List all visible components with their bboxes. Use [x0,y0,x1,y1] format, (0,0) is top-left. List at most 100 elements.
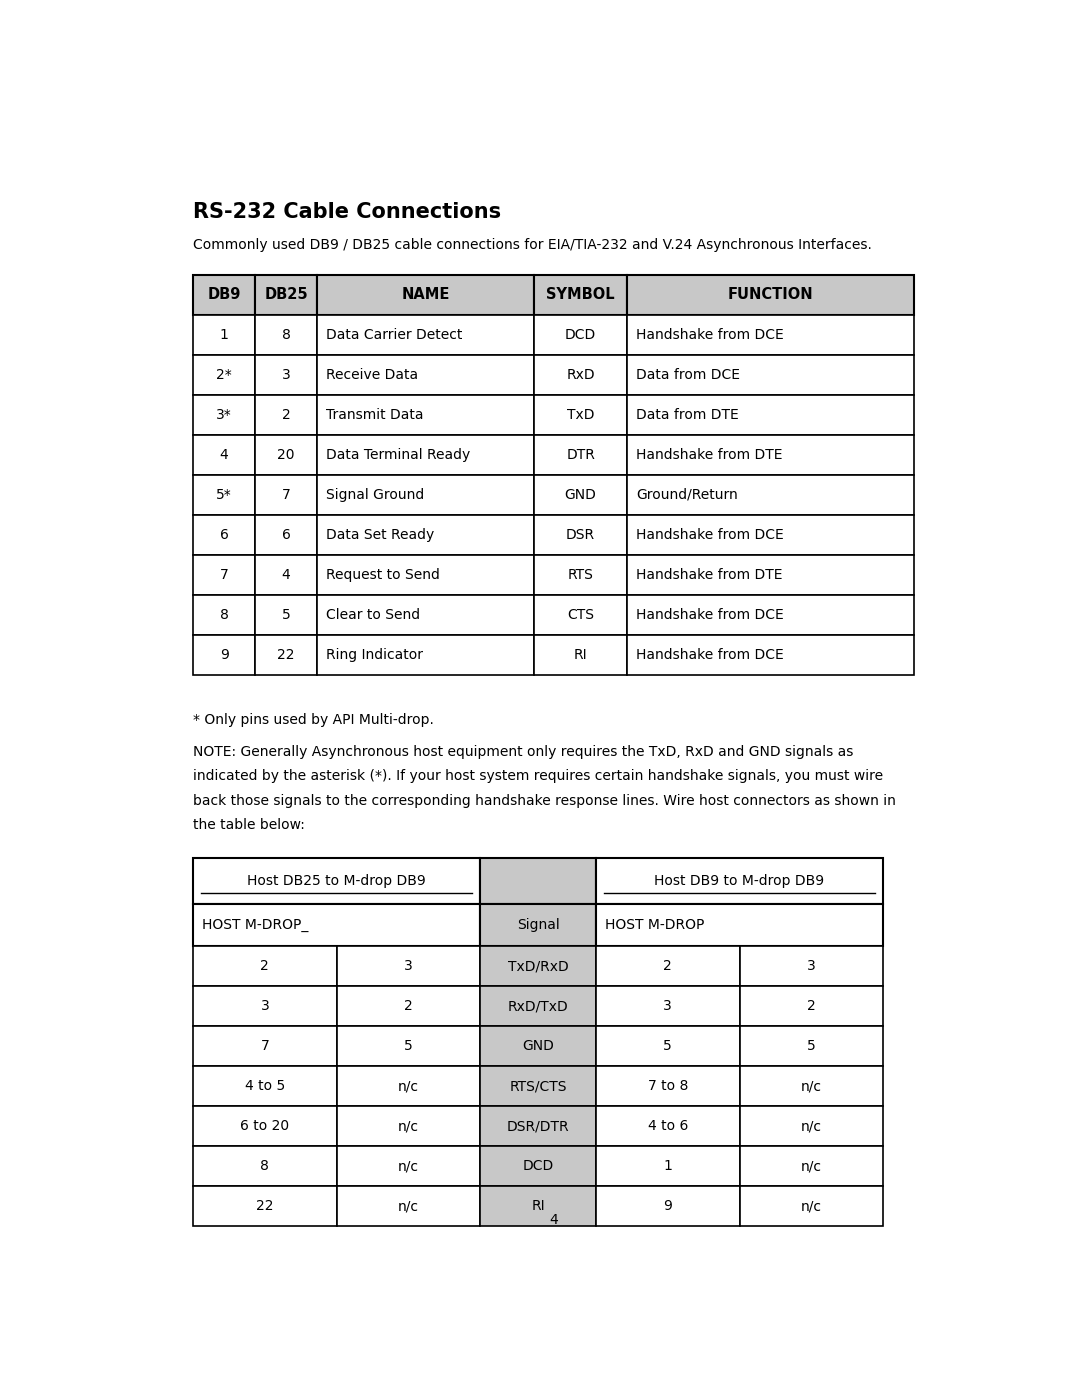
Bar [627,595,914,636]
Bar [596,1066,740,1106]
Bar [596,1106,740,1147]
Text: n/c: n/c [397,1080,419,1094]
Text: 7: 7 [260,1039,269,1053]
Bar [193,986,337,1027]
Bar [535,595,627,636]
Bar [255,475,318,515]
Text: 5*: 5* [216,488,232,502]
Bar [535,515,627,555]
Bar [535,355,627,395]
Text: back those signals to the corresponding handshake response lines. Wire host conn: back those signals to the corresponding … [193,793,896,807]
Text: Data Terminal Ready: Data Terminal Ready [326,448,471,462]
Bar [193,595,255,636]
Text: 22: 22 [256,1200,273,1214]
Text: RTS/CTS: RTS/CTS [510,1080,567,1094]
Text: CTS: CTS [567,608,594,622]
Bar [255,636,318,675]
Text: n/c: n/c [800,1200,822,1214]
Bar [318,475,535,515]
Bar [193,395,255,434]
Text: Signal: Signal [516,918,559,932]
Bar [318,555,535,595]
Bar [337,1066,480,1106]
Bar [480,1027,596,1066]
Bar [255,275,318,314]
Bar [255,515,318,555]
Text: Transmit Data: Transmit Data [326,408,424,422]
Text: 7 to 8: 7 to 8 [648,1080,688,1094]
Text: Data Set Ready: Data Set Ready [326,528,434,542]
Text: 8: 8 [260,1160,269,1173]
Text: 4 to 5: 4 to 5 [245,1080,285,1094]
Bar [193,858,480,904]
Bar [480,858,596,904]
Bar [535,314,627,355]
Bar [740,946,882,986]
Text: * Only pins used by API Multi-drop.: * Only pins used by API Multi-drop. [193,712,434,726]
Bar [627,275,914,314]
Text: Receive Data: Receive Data [326,367,419,381]
Bar [480,904,596,946]
Text: 1: 1 [663,1160,672,1173]
Text: Data from DTE: Data from DTE [636,408,739,422]
Text: RI: RI [531,1200,544,1214]
Bar [193,314,255,355]
Text: 2*: 2* [216,367,232,381]
Text: n/c: n/c [397,1200,419,1214]
Bar [318,314,535,355]
Bar [596,986,740,1027]
Text: 2: 2 [404,999,413,1013]
Text: 1: 1 [219,328,229,342]
Bar [627,355,914,395]
Text: n/c: n/c [800,1119,822,1133]
Bar [255,595,318,636]
Text: n/c: n/c [800,1080,822,1094]
Text: Signal Ground: Signal Ground [326,488,424,502]
Bar [255,434,318,475]
Text: 20: 20 [278,448,295,462]
Text: Handshake from DCE: Handshake from DCE [636,648,784,662]
Text: n/c: n/c [397,1160,419,1173]
Text: DSR: DSR [566,528,595,542]
Text: SYMBOL: SYMBOL [546,288,615,302]
Bar [318,355,535,395]
Text: 8: 8 [219,608,229,622]
Bar [193,1147,337,1186]
Bar [255,355,318,395]
Bar [193,1066,337,1106]
Text: 5: 5 [404,1039,413,1053]
Text: Handshake from DCE: Handshake from DCE [636,528,784,542]
Text: Handshake from DCE: Handshake from DCE [636,328,784,342]
Text: 4 to 6: 4 to 6 [648,1119,688,1133]
Text: DB25: DB25 [265,288,308,302]
Bar [337,1106,480,1147]
Text: 2: 2 [282,408,291,422]
Text: RxD/TxD: RxD/TxD [508,999,568,1013]
Bar [480,986,596,1027]
Text: 3: 3 [404,960,413,974]
Bar [596,1147,740,1186]
Bar [740,1027,882,1066]
Bar [535,636,627,675]
Text: Clear to Send: Clear to Send [326,608,420,622]
Bar [535,434,627,475]
Bar [193,515,255,555]
Bar [480,1186,596,1227]
Bar [255,314,318,355]
Text: Handshake from DCE: Handshake from DCE [636,608,784,622]
Bar [480,1066,596,1106]
Text: 4: 4 [549,1213,558,1227]
Text: n/c: n/c [397,1119,419,1133]
Bar [480,1106,596,1147]
Bar [193,904,480,946]
Text: TxD: TxD [567,408,594,422]
Bar [255,555,318,595]
Bar [337,986,480,1027]
Bar [740,1106,882,1147]
Bar [193,1186,337,1227]
Bar [596,1027,740,1066]
Text: GND: GND [522,1039,554,1053]
Text: Data from DCE: Data from DCE [636,367,741,381]
Bar [627,314,914,355]
Text: Handshake from DTE: Handshake from DTE [636,569,783,583]
